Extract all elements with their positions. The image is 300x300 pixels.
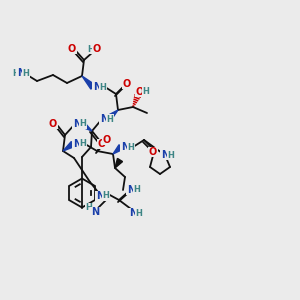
Text: O: O	[103, 135, 111, 145]
Text: N: N	[17, 68, 25, 78]
Text: N: N	[73, 139, 81, 149]
Text: N: N	[100, 114, 108, 124]
Text: N: N	[129, 208, 137, 218]
Polygon shape	[80, 122, 92, 131]
Text: N: N	[161, 150, 169, 160]
Polygon shape	[115, 158, 122, 168]
Text: N: N	[91, 207, 99, 217]
Text: H: H	[106, 115, 113, 124]
Text: O: O	[136, 87, 144, 97]
Text: O: O	[123, 79, 131, 89]
Text: N: N	[96, 191, 104, 201]
Text: N: N	[121, 142, 129, 152]
Text: H: H	[134, 185, 140, 194]
Text: H: H	[22, 68, 29, 77]
Polygon shape	[113, 145, 123, 154]
Text: H: H	[103, 191, 110, 200]
Text: H: H	[85, 203, 92, 212]
Text: O: O	[149, 147, 157, 157]
Text: N: N	[127, 185, 135, 195]
Text: O: O	[49, 119, 57, 129]
Text: H: H	[128, 142, 134, 152]
Text: H: H	[136, 208, 142, 217]
Text: O: O	[68, 44, 76, 54]
Text: H: H	[80, 119, 86, 128]
Text: N: N	[93, 82, 101, 92]
Polygon shape	[107, 110, 118, 120]
Text: O: O	[93, 44, 101, 54]
Text: H: H	[168, 151, 174, 160]
Text: H: H	[142, 88, 149, 97]
Polygon shape	[82, 76, 95, 89]
Text: H: H	[13, 68, 20, 77]
Text: O: O	[98, 139, 106, 149]
Text: N: N	[73, 119, 81, 129]
Polygon shape	[63, 142, 75, 151]
Text: H: H	[100, 82, 106, 91]
Text: H: H	[88, 44, 94, 53]
Text: H: H	[80, 140, 86, 148]
